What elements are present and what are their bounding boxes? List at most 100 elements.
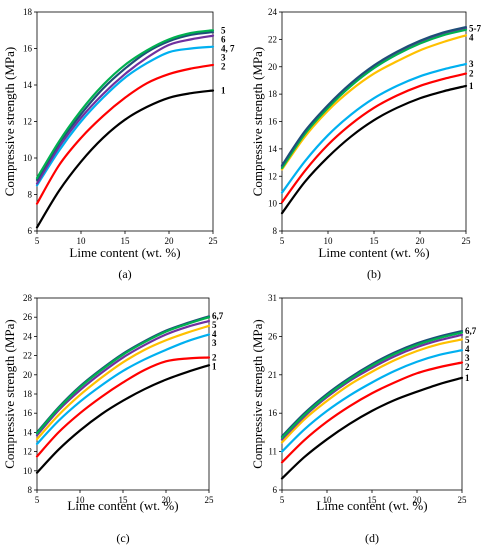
series-end-label: 5 — [465, 335, 470, 345]
series-line — [35, 45, 215, 187]
series-line — [35, 34, 215, 185]
series-line — [280, 84, 468, 215]
y-tick-label: 16 — [268, 408, 278, 418]
series-line — [35, 319, 211, 437]
y-tick-label: 11 — [268, 447, 277, 457]
x-tick-label: 5 — [280, 236, 285, 246]
y-tick-label: 12 — [23, 117, 32, 127]
y-tick-label: 8 — [28, 485, 33, 495]
x-tick-label: 10 — [323, 495, 333, 505]
x-tick-label: 20 — [165, 236, 175, 246]
series-line — [280, 28, 468, 170]
series-end-label: 3 — [465, 353, 470, 363]
series-end-label: 4 — [469, 32, 474, 42]
series-line — [35, 364, 211, 474]
series-end-label: 4 — [212, 329, 217, 339]
panel-label: (b) — [367, 267, 381, 281]
y-tick-label: 8 — [28, 190, 33, 200]
y-tick-label: 20 — [23, 370, 33, 380]
series-end-label: 2 — [221, 61, 226, 71]
series-end-label: 6,7 — [465, 326, 477, 336]
y-tick-label: 24 — [23, 331, 33, 341]
x-tick-label: 5 — [35, 495, 40, 505]
y-axis-label: Compressive strength (MPa) — [250, 319, 265, 468]
x-tick-label: 20 — [416, 236, 426, 246]
y-tick-label: 18 — [23, 389, 33, 399]
x-axis-label: Lime content (wt. %) — [69, 245, 180, 260]
series-end-label: 5 — [212, 320, 217, 330]
x-axis-label: Lime content (wt. %) — [318, 245, 429, 260]
series-line — [280, 331, 464, 439]
y-tick-label: 18 — [23, 7, 33, 17]
x-tick-label: 20 — [413, 495, 423, 505]
series-line — [35, 333, 211, 446]
y-tick-label: 21 — [268, 370, 277, 380]
series-line — [280, 333, 464, 441]
x-tick-label: 10 — [77, 236, 87, 246]
series-end-label: 4 — [465, 344, 470, 354]
series-line — [280, 62, 468, 194]
series-line — [35, 30, 215, 181]
series-end-label: 1 — [465, 373, 470, 383]
y-tick-label: 12 — [23, 447, 32, 457]
x-tick-label: 10 — [76, 495, 86, 505]
series-end-label: 2 — [212, 353, 217, 363]
series-line — [280, 34, 468, 171]
series-end-label: 1 — [221, 85, 226, 95]
panel-label: (c) — [116, 531, 129, 545]
y-tick-label: 14 — [23, 80, 33, 90]
x-tick-label: 25 — [209, 236, 219, 246]
y-tick-label: 26 — [268, 331, 278, 341]
y-tick-label: 14 — [268, 144, 278, 154]
series-line — [35, 324, 211, 441]
y-tick-label: 22 — [23, 351, 32, 361]
y-tick-label: 22 — [268, 34, 277, 44]
series-line — [35, 356, 211, 458]
series-line — [280, 376, 464, 480]
series-line — [280, 349, 464, 453]
series-line — [280, 25, 468, 167]
plot-frame — [281, 11, 467, 232]
y-axis-label: Compressive strength (MPa) — [250, 47, 265, 196]
series-end-label: 5-7 — [469, 23, 481, 33]
x-tick-label: 5 — [35, 236, 40, 246]
y-tick-label: 12 — [268, 171, 277, 181]
y-axis-label: Compressive strength (MPa) — [2, 319, 17, 468]
series-line — [35, 89, 215, 229]
x-tick-label: 25 — [462, 236, 472, 246]
x-tick-label: 15 — [368, 495, 378, 505]
x-tick-label: 25 — [205, 495, 215, 505]
series-end-label: 6,7 — [212, 311, 224, 321]
x-axis-label: Lime content (wt. %) — [67, 498, 178, 513]
panel-label: (d) — [365, 531, 379, 545]
x-tick-label: 25 — [458, 495, 468, 505]
series-end-label: 2 — [469, 69, 474, 79]
y-tick-label: 14 — [23, 427, 33, 437]
series-end-label: 3 — [469, 59, 474, 69]
series-end-label: 2 — [465, 362, 470, 372]
plot-frame — [36, 297, 210, 491]
y-tick-label: 20 — [268, 62, 278, 72]
x-tick-label: 15 — [121, 236, 131, 246]
x-tick-label: 10 — [324, 236, 334, 246]
series-line — [280, 338, 464, 444]
series-line — [280, 329, 464, 438]
x-axis-label: Lime content (wt. %) — [316, 498, 427, 513]
y-tick-label: 6 — [273, 485, 278, 495]
y-tick-label: 6 — [28, 226, 33, 236]
y-tick-label: 16 — [23, 44, 33, 54]
y-tick-label: 8 — [273, 226, 278, 236]
y-tick-label: 10 — [268, 199, 278, 209]
y-tick-label: 10 — [23, 153, 33, 163]
series-end-label: 1 — [469, 81, 474, 91]
series-end-label: 1 — [212, 362, 217, 372]
x-tick-label: 20 — [162, 495, 172, 505]
series-end-label: 4, 7 — [221, 43, 235, 53]
series-line — [35, 29, 215, 180]
series-line — [280, 72, 468, 204]
y-tick-label: 26 — [23, 312, 33, 322]
